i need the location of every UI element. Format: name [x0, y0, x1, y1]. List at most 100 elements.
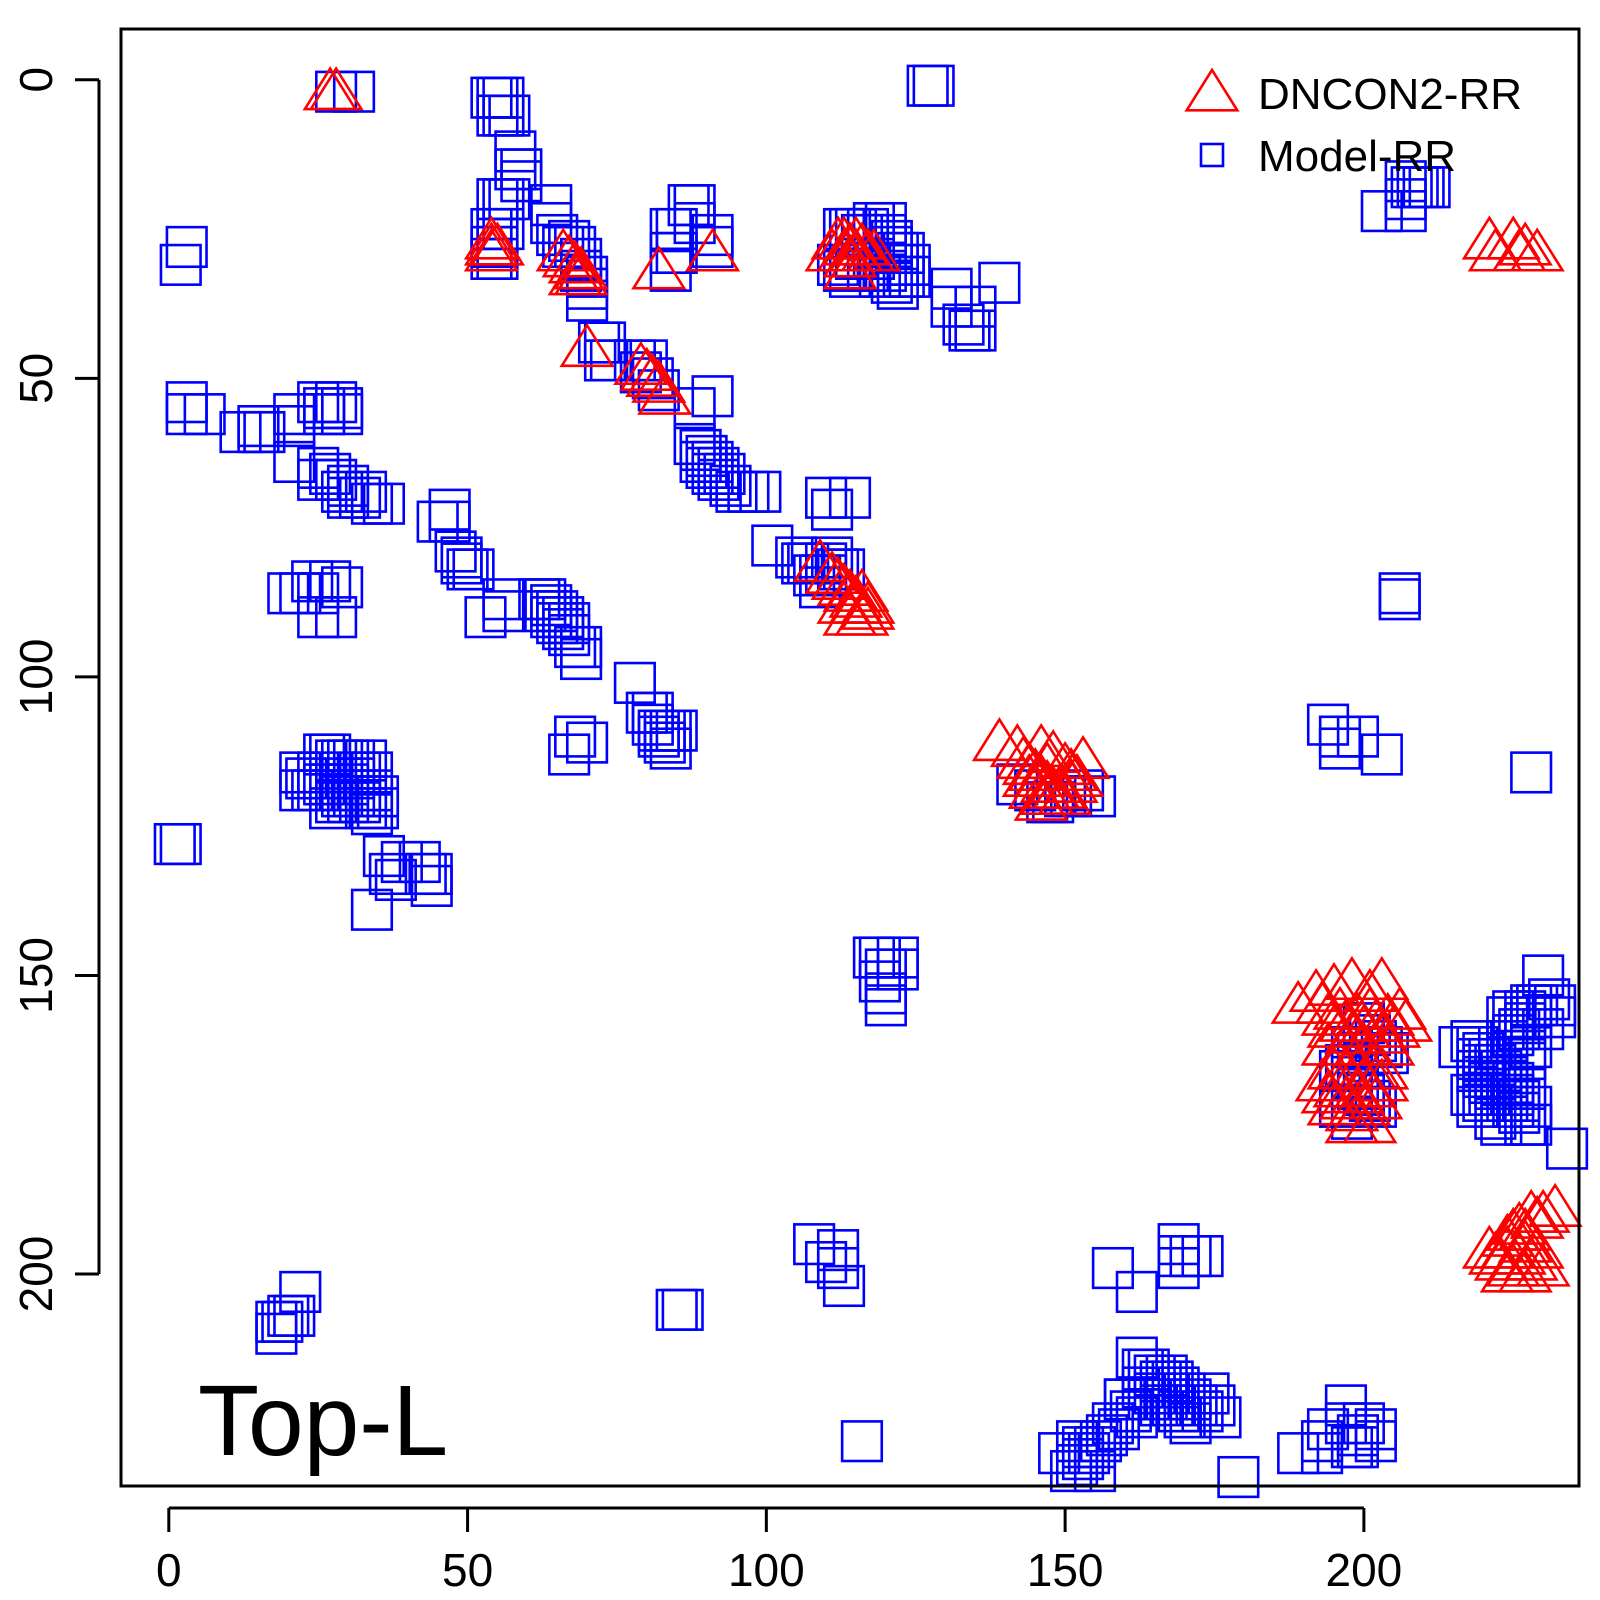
model-rr-point — [1306, 703, 1350, 746]
dncon2-rr-point — [1055, 734, 1111, 780]
model-rr-point — [1193, 1384, 1236, 1427]
model-rr-point — [350, 888, 394, 931]
model-rr-point — [344, 739, 388, 782]
model-rr-point — [279, 769, 322, 812]
model-rr-point — [1151, 1384, 1194, 1427]
dncon2-rr-point — [553, 245, 609, 290]
model-rr-point — [309, 733, 352, 776]
model-rr-point — [1354, 1420, 1397, 1463]
model-rr-point — [309, 452, 352, 495]
dncon2-rr-point — [822, 245, 878, 290]
model-rr-point — [1533, 996, 1577, 1039]
dncon2-rr-point — [1366, 1003, 1422, 1048]
model-rr-point — [1360, 733, 1403, 776]
model-rr-point — [344, 470, 388, 513]
model-rr-point — [1169, 1378, 1212, 1421]
model-rr-point — [822, 548, 866, 591]
legend-square-marker — [1199, 142, 1225, 168]
model-rr-point — [1324, 1384, 1368, 1427]
model-rr-point — [1336, 1426, 1380, 1469]
model-rr-point — [1073, 1449, 1117, 1493]
model-rr-point — [273, 440, 316, 484]
model-rr-point — [338, 476, 382, 519]
dncon2-rr-point — [1527, 1182, 1583, 1227]
dncon2-rr-point — [1509, 227, 1565, 272]
model-rr-point — [637, 715, 680, 758]
dncon2-rr-point — [1013, 722, 1069, 768]
model-rr-point — [1163, 1372, 1206, 1415]
model-rr-point — [548, 219, 591, 263]
model-rr-point — [488, 178, 531, 221]
legend-triangle-marker — [1184, 67, 1240, 112]
dncon2-rr-point — [684, 227, 741, 272]
model-rr-point — [464, 596, 507, 639]
model-rr-point — [1181, 1235, 1224, 1278]
model-rr-point — [548, 613, 591, 657]
model-rr-point — [691, 375, 734, 418]
model-rr-point — [320, 393, 364, 436]
dncon2-rr-point — [1497, 221, 1553, 266]
model-rr-point — [273, 404, 316, 448]
y-tick-label: 150 — [10, 937, 62, 1014]
model-rr-point — [320, 470, 364, 513]
model-rr-point — [864, 984, 907, 1027]
model-rr-point — [1318, 727, 1362, 770]
model-rr-point — [1492, 1014, 1535, 1057]
model-rr-point — [440, 542, 483, 585]
model-rr-point — [1504, 1002, 1547, 1045]
model-rr-point — [1528, 978, 1571, 1021]
dncon2-rr-point — [1479, 1248, 1535, 1293]
model-rr-point — [673, 387, 716, 430]
y-tick-label: 50 — [10, 353, 62, 404]
model-rr-point — [1157, 1246, 1200, 1290]
model-rr-point — [810, 488, 854, 531]
model-rr-point — [697, 458, 740, 501]
dncon2-rr-point — [469, 221, 526, 266]
model-rr-point — [1486, 996, 1529, 1039]
model-rr-point — [303, 763, 346, 806]
dncon2-rr-point — [840, 585, 896, 630]
model-rr-point — [297, 572, 340, 615]
dncon2-rr-point — [1342, 967, 1398, 1012]
dncon2-rr-point — [822, 233, 878, 278]
model-rr-point — [1217, 1455, 1260, 1499]
x-tick-label: 150 — [1027, 1544, 1104, 1596]
model-rr-point — [368, 852, 411, 896]
dncon2-rr-point — [1509, 1194, 1565, 1239]
model-rr-point — [428, 500, 471, 543]
model-rr-point — [1163, 1396, 1206, 1439]
model-rr-point — [876, 948, 919, 991]
model-rr-point — [1300, 1420, 1344, 1463]
dncon2-rr-point — [637, 370, 693, 415]
model-rr-point — [1151, 1360, 1194, 1403]
dncon2-rr-point — [1306, 961, 1362, 1007]
dncon2-rr-point — [463, 215, 520, 260]
model-rr-point — [315, 458, 358, 501]
model-rr-point — [1127, 1348, 1170, 1391]
model-rr-point — [912, 64, 955, 107]
model-rr-point — [488, 94, 531, 137]
model-rr-point — [661, 1288, 704, 1331]
model-rr-point — [703, 452, 746, 495]
dncon2-rr-point — [1497, 1218, 1553, 1263]
model-rr-point — [1038, 1432, 1081, 1475]
model-rr-point — [1115, 1270, 1158, 1314]
model-rr-point — [309, 787, 352, 830]
model-rr-point — [1498, 1008, 1541, 1051]
dncon2-rr-point — [1354, 1045, 1410, 1090]
model-rr-point — [1187, 1372, 1230, 1415]
model-rr-point — [1157, 1366, 1200, 1409]
model-rr-point — [954, 285, 997, 328]
model-rr-point — [709, 464, 752, 507]
dncon2-rr-point — [1001, 752, 1057, 798]
model-rr-point — [315, 596, 358, 639]
model-rr-point — [1510, 996, 1553, 1039]
model-rr-point — [649, 727, 692, 770]
model-rr-point — [1468, 1073, 1511, 1116]
model-rr-point — [1133, 1372, 1176, 1415]
dncon2-rr-point — [1485, 1206, 1541, 1251]
model-rr-point — [1360, 190, 1403, 233]
dncon2-rr-point — [463, 227, 520, 272]
